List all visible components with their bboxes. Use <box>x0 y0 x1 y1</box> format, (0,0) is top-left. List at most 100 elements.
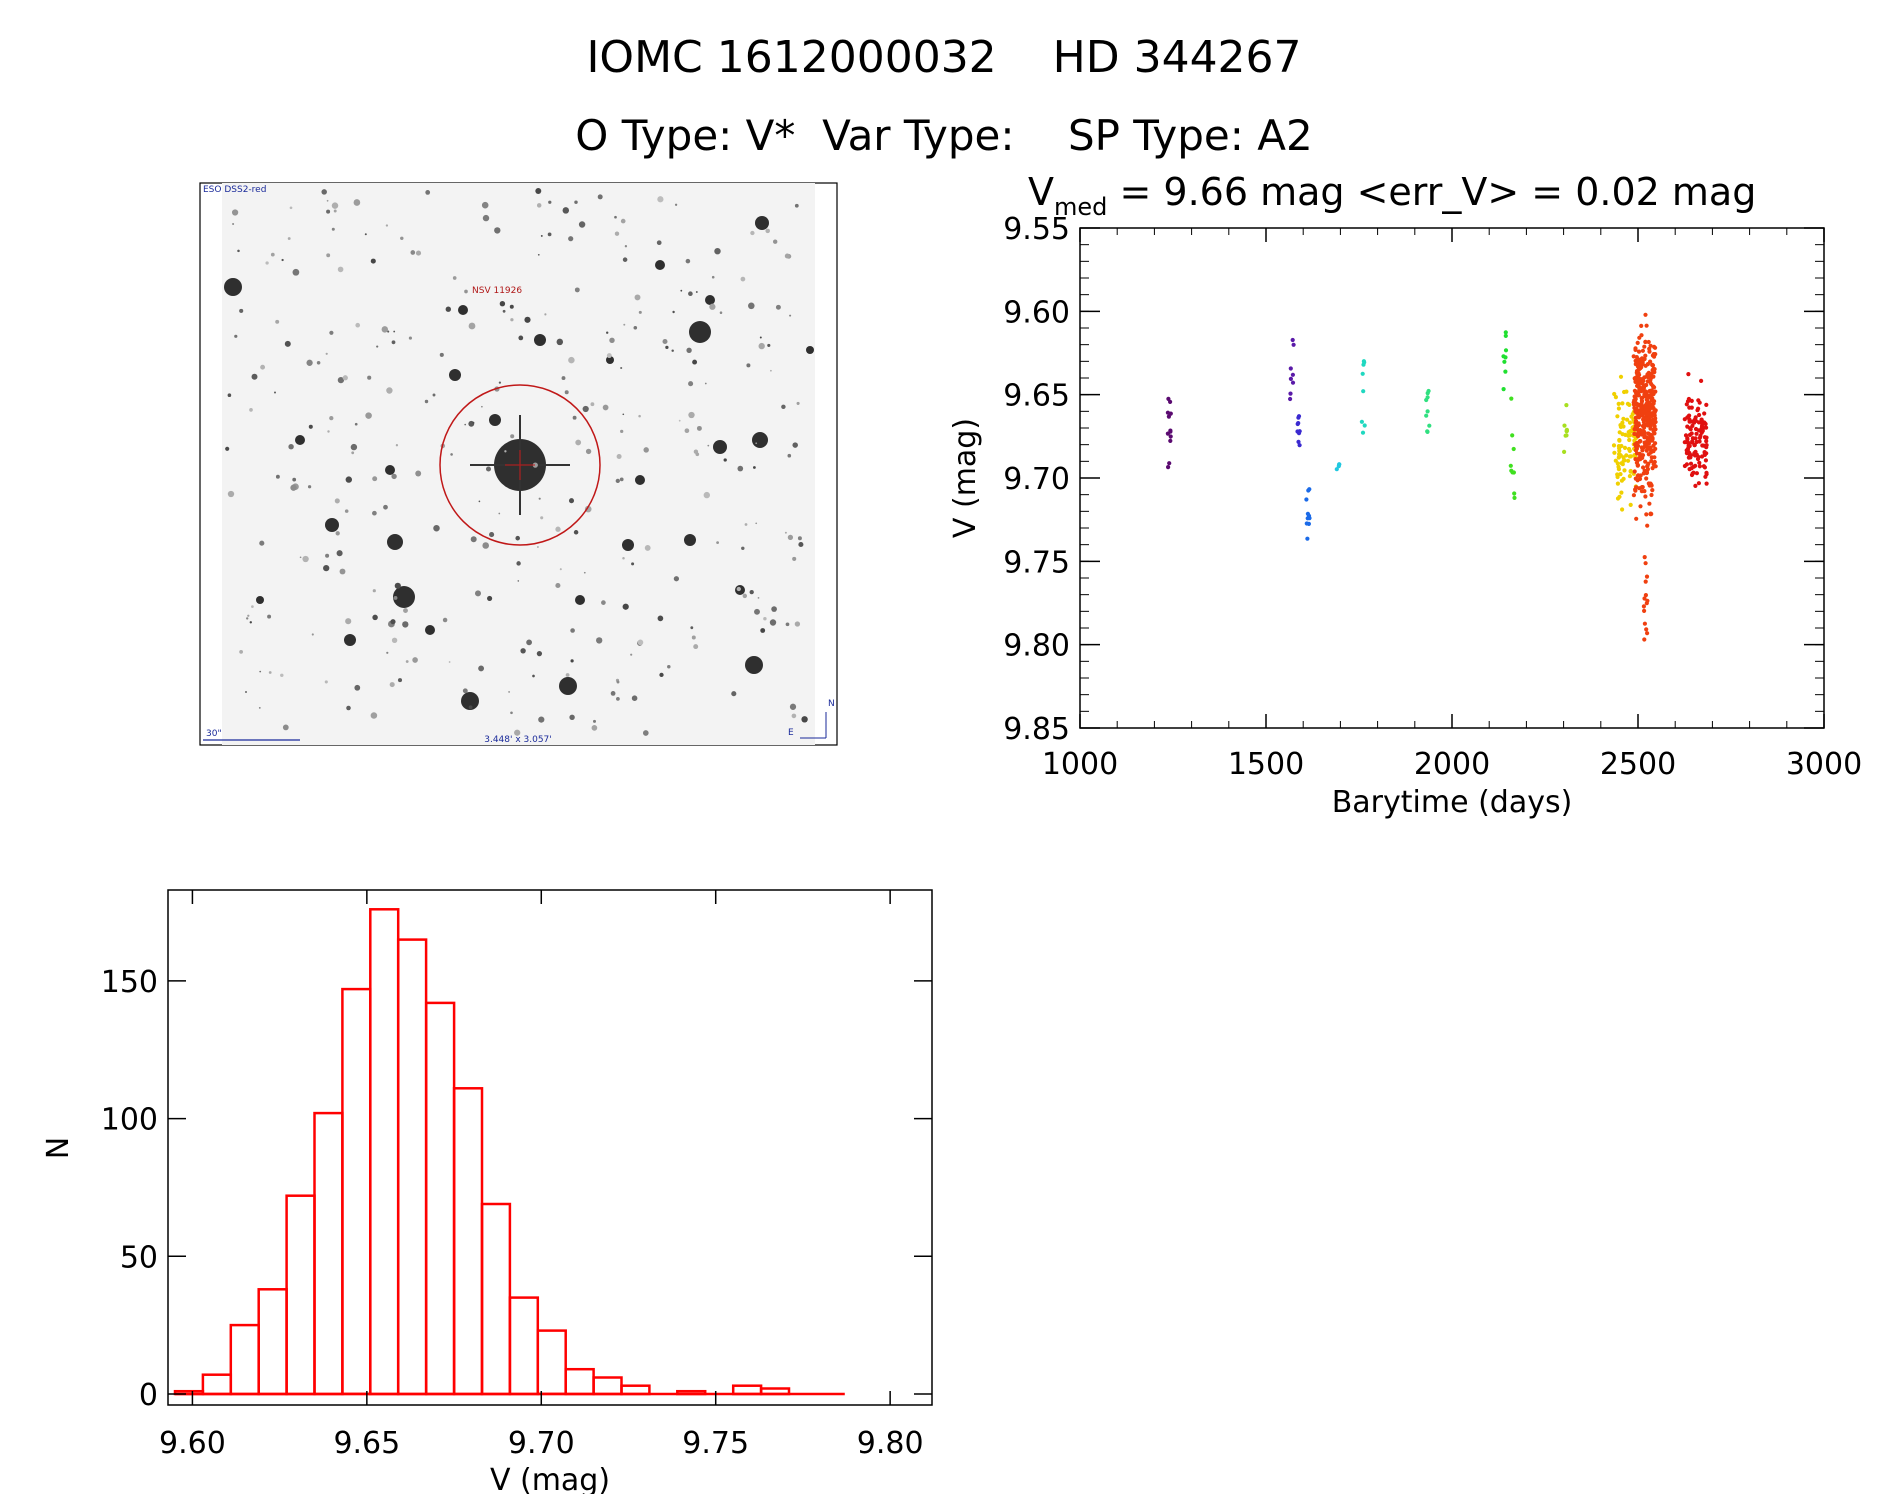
star-faint <box>372 510 377 516</box>
star-faint <box>308 424 313 429</box>
star-faint <box>372 476 378 482</box>
star-faint <box>562 207 570 214</box>
star-faint <box>402 621 409 628</box>
light-curve-point <box>1641 604 1646 609</box>
star-faint <box>794 621 801 627</box>
light-curve-point <box>1620 507 1625 512</box>
light-curve-point <box>1297 429 1302 434</box>
star-faint <box>556 338 564 346</box>
star-faint <box>516 561 521 566</box>
light-curve-point <box>1631 493 1636 498</box>
star-faint <box>251 373 258 380</box>
light-curve-point <box>1651 429 1656 434</box>
light-curve-point <box>1704 481 1709 486</box>
star-faint <box>755 522 758 525</box>
star-faint <box>536 203 542 208</box>
light-curve-point <box>1633 401 1638 407</box>
light-curve-ytick-label: 9.55 <box>1003 212 1070 247</box>
star-faint <box>405 660 409 663</box>
light-curve-point <box>1646 419 1651 424</box>
star-faint <box>425 190 431 195</box>
star-bright <box>655 260 665 270</box>
light-curve-point <box>1649 459 1654 464</box>
light-curve-point <box>1637 451 1642 456</box>
light-curve-point <box>1619 490 1624 495</box>
light-curve-point <box>1642 596 1647 601</box>
star-faint <box>798 541 804 548</box>
star-bright <box>461 692 479 710</box>
light-curve-point <box>1653 345 1658 350</box>
light-curve-point <box>1615 474 1620 480</box>
star-faint <box>249 408 253 412</box>
light-curve-ytick-label: 9.70 <box>1003 462 1070 497</box>
star-faint <box>267 614 272 619</box>
light-curve-point <box>1651 391 1656 397</box>
star-faint <box>354 422 358 426</box>
star-faint <box>746 363 751 368</box>
light-curve-point <box>1649 375 1654 380</box>
light-curve-point <box>1700 443 1705 448</box>
star-faint <box>326 253 331 258</box>
light-curve-point <box>1639 398 1644 403</box>
light-curve-xtick-label: 1000 <box>1042 747 1118 782</box>
star-faint <box>614 215 617 219</box>
star-faint <box>270 252 275 257</box>
light-curve-point <box>1643 561 1648 566</box>
finder-image-panel: ESO DSS2-red NSV 11926 30" 3.448' x 3.05… <box>199 182 838 746</box>
light-curve-point <box>1619 461 1624 466</box>
histogram-bar <box>424 1001 456 1396</box>
compass-east-label: E <box>788 728 794 738</box>
light-curve-point <box>1688 427 1693 432</box>
star-faint <box>370 258 376 264</box>
light-curve-point <box>1693 483 1698 488</box>
light-curve-ylabel: V (mag) <box>948 418 983 538</box>
light-curve-point <box>1644 574 1650 579</box>
light-curve-point <box>1644 448 1649 453</box>
light-curve-point <box>1702 465 1707 470</box>
light-curve-points <box>1165 312 1709 642</box>
light-curve-point <box>1622 468 1627 473</box>
star-faint <box>504 450 507 453</box>
light-curve-point <box>1503 333 1508 338</box>
star-faint <box>568 498 575 504</box>
star-faint <box>499 301 506 307</box>
light-curve-point <box>1625 401 1630 406</box>
star-faint <box>487 595 493 601</box>
light-curve-point <box>1638 366 1643 371</box>
light-curve-point <box>1638 359 1643 364</box>
star-faint <box>478 500 481 503</box>
light-curve-point <box>1689 398 1694 403</box>
star-faint <box>231 209 239 216</box>
star-faint <box>494 227 501 234</box>
star-faint <box>662 338 668 345</box>
light-curve-chart: Vmed = 9.66 mag <err_V> = 0.02 mag 1000 1… <box>948 170 1862 820</box>
light-curve-point <box>1689 431 1694 436</box>
histogram-ylabel: N <box>41 1137 76 1159</box>
star-faint <box>510 711 513 715</box>
light-curve-point <box>1643 579 1648 584</box>
light-curve-point <box>1645 631 1650 636</box>
star-faint <box>574 287 580 293</box>
star-faint <box>615 478 620 484</box>
light-curve-point <box>1640 377 1645 382</box>
star-faint <box>448 661 451 663</box>
histogram-xlabel: V (mag) <box>490 1463 610 1494</box>
light-curve-point <box>1702 450 1707 455</box>
light-curve-point <box>1632 469 1637 474</box>
light-curve-point <box>1628 429 1633 434</box>
light-curve-point <box>1692 420 1697 425</box>
star-faint <box>714 248 721 255</box>
star-faint <box>239 650 243 654</box>
star-faint <box>464 289 468 294</box>
light-curve-point <box>1628 454 1633 459</box>
light-curve-point <box>1644 512 1649 517</box>
star-faint <box>246 617 249 620</box>
star-faint <box>275 319 280 324</box>
star-faint <box>249 621 252 624</box>
star-faint <box>696 425 702 431</box>
star-faint <box>547 232 552 237</box>
light-curve-point <box>1638 380 1643 385</box>
image-size-label: 3.448' x 3.057' <box>484 735 552 745</box>
light-curve-point <box>1638 473 1643 478</box>
star-faint <box>321 189 327 195</box>
